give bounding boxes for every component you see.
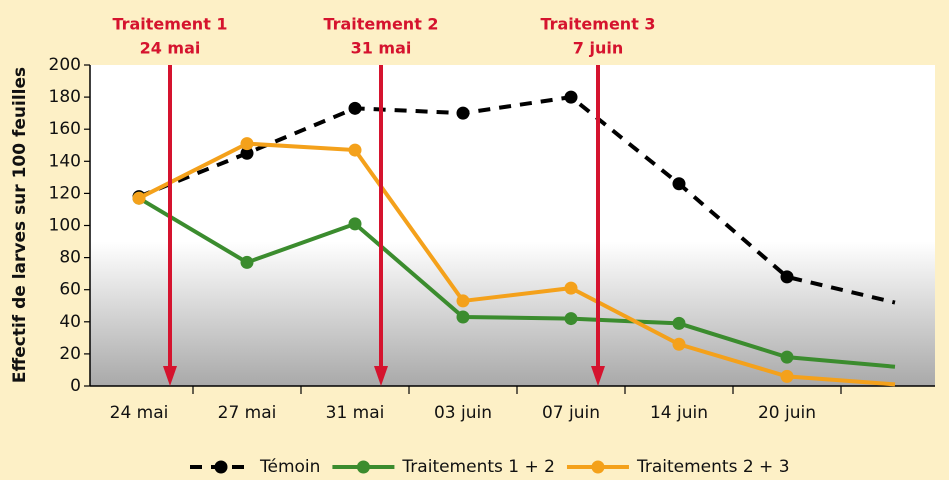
y-tick-label: 200 xyxy=(49,55,81,75)
point xyxy=(672,337,686,351)
legend-label: Témoin xyxy=(259,457,320,477)
annotation-date: 31 mai xyxy=(351,39,412,58)
x-tick-label: 31 mai xyxy=(326,403,385,423)
y-tick-label: 40 xyxy=(59,312,81,332)
legend-marker xyxy=(591,460,605,474)
point xyxy=(348,143,362,157)
point xyxy=(240,137,254,151)
legend-marker xyxy=(356,460,370,474)
y-tick-label: 100 xyxy=(49,216,81,236)
x-tick-label: 14 juin xyxy=(650,403,708,423)
x-tick-label: 07 juin xyxy=(542,403,600,423)
y-tick-label: 180 xyxy=(49,87,81,107)
y-tick-label: 0 xyxy=(70,376,81,396)
y-tick-label: 160 xyxy=(49,119,81,139)
y-tick-label: 80 xyxy=(59,248,81,268)
point xyxy=(780,369,794,383)
point xyxy=(780,350,794,364)
legend-label: Traitements 1 + 2 xyxy=(401,457,555,477)
point xyxy=(564,281,578,295)
point xyxy=(564,90,578,104)
point xyxy=(348,101,362,115)
series-line xyxy=(138,141,896,387)
annotation-title: Traitement 2 xyxy=(323,15,438,34)
arrow-head xyxy=(163,366,177,386)
point xyxy=(456,310,470,324)
series-line xyxy=(137,196,896,369)
point xyxy=(456,106,470,120)
y-axis-label: Effectif de larves sur 100 feuilles xyxy=(10,67,30,383)
arrow-head xyxy=(374,366,388,386)
y-tick-label: 140 xyxy=(49,151,81,171)
point xyxy=(456,294,470,308)
point xyxy=(240,146,254,160)
annotation-date: 24 mai xyxy=(140,39,201,58)
x-tick-label: 27 mai xyxy=(218,403,277,423)
x-tick-label: 03 juin xyxy=(434,403,492,423)
point xyxy=(348,217,362,231)
arrow-head xyxy=(591,366,605,386)
x-tick-label: 24 mai xyxy=(110,403,169,423)
annotation-title: Traitement 1 xyxy=(112,15,227,34)
point xyxy=(672,316,686,330)
point xyxy=(672,177,686,191)
y-tick-label: 20 xyxy=(59,344,81,364)
point xyxy=(780,270,794,284)
y-tick-label: 60 xyxy=(59,280,81,300)
point xyxy=(132,191,146,205)
legend-label: Traitements 2 + 3 xyxy=(636,457,790,477)
legend-marker xyxy=(214,460,228,474)
x-tick-label: 20 juin xyxy=(758,403,816,423)
plot-area xyxy=(90,65,935,386)
annotation-date: 7 juin xyxy=(573,39,623,58)
point xyxy=(240,255,254,269)
annotation-title: Traitement 3 xyxy=(540,15,655,34)
point xyxy=(564,312,578,326)
y-tick-label: 120 xyxy=(49,183,81,203)
